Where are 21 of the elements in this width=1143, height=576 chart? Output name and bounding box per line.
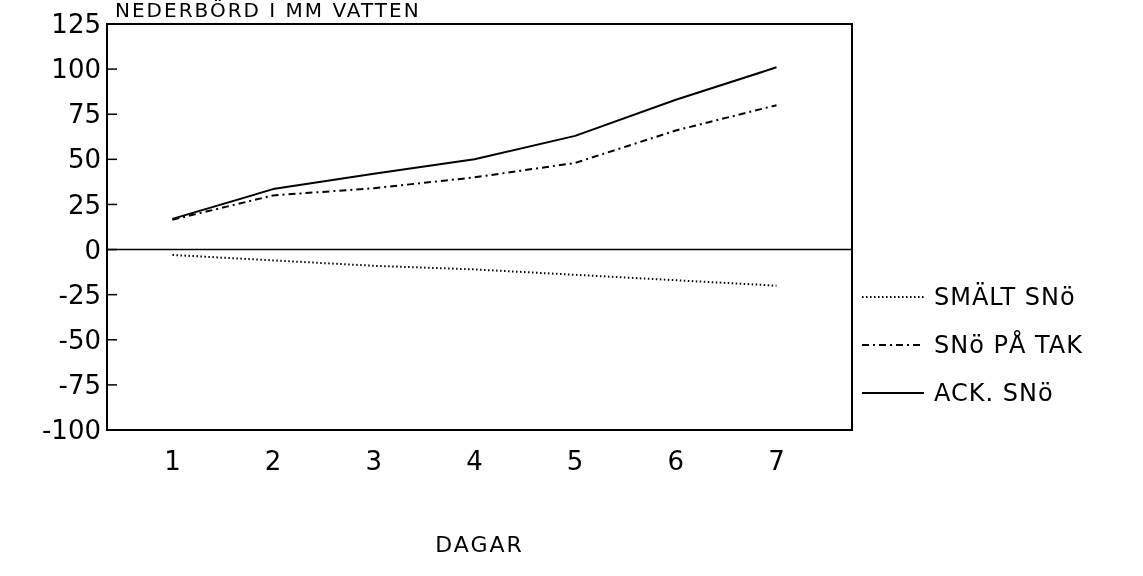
x-tick-label: 3 [365,446,383,476]
y-tick-label: -25 [58,279,101,310]
y-tick-label: -75 [58,369,101,400]
x-tick-label: 6 [667,446,685,476]
y-tick-label: 100 [51,54,101,85]
x-tick-label: 5 [566,446,584,476]
y-tick-label: 25 [67,189,101,220]
legend-label: SMÄLT SNö [934,282,1076,312]
legend-label: ACK. SNö [934,379,1054,408]
y-tick-label: 50 [67,144,101,175]
x-tick-label: 2 [264,446,282,476]
x-axis-title: DAGAR [435,532,524,557]
legend-label: SNö PÅ TAK [934,330,1084,360]
y-tick-label: 75 [67,99,101,130]
y-tick-label: -50 [58,324,101,355]
x-tick-label: 4 [466,446,483,476]
y-tick-label: 125 [51,9,101,40]
y-tick-label: 0 [84,234,101,265]
x-tick-label: 1 [164,446,181,476]
y-tick-label: -100 [41,415,101,446]
x-tick-label: 7 [768,446,785,476]
